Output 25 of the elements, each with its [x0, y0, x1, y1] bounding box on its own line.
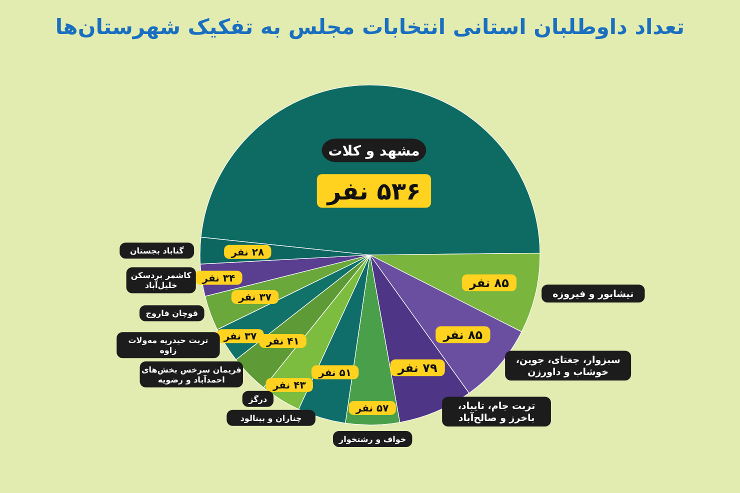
slice-label: سبزوار، جغتای، جوین، خوشاب و داورزن [516, 355, 620, 378]
slice-label: چناران و بینالود [240, 414, 302, 423]
chart-title: تعداد داوطلبان استانی انتخابات مجلس به تفکیک شهرستان‌ها [55, 15, 685, 40]
slice-label: کاشمر بردسکن خلیل‌آباد [130, 271, 192, 290]
data-label: ۸۵ نفر [442, 328, 483, 342]
slice-label: مشهد و کلات [328, 143, 420, 160]
data-label: ۵۱ نفر [318, 368, 352, 379]
data-label: ۲۸ نفر [230, 247, 264, 258]
data-label: ۴۳ نفر [272, 380, 306, 392]
slice-label: فریمان سرخس بخش‌های احمدآباد و رضویه [141, 365, 242, 384]
data-label: ۸۵ نفر [468, 276, 509, 290]
slice-label: گناباد بجستان [130, 246, 184, 256]
data-label: ۷۹ نفر [396, 361, 438, 376]
slice-label: تربت حیدریه مه‌ولات زاوه [128, 336, 208, 355]
data-label: ۵۳۶ نفر [326, 178, 421, 206]
slice-label: قوچان فاروج [146, 309, 198, 318]
data-label: ۳۷ نفر [222, 332, 257, 343]
slice-label: نیشابور و فیروزه [552, 288, 634, 300]
data-label: ۵۷ نفر [354, 404, 389, 415]
slice-label: درگز [248, 394, 268, 404]
slice-label: تربت جام، تایباد، باخرز و صالح‌آباد [458, 401, 536, 424]
data-label: ۴۱ نفر [265, 336, 300, 348]
data-label: ۳۴ نفر [201, 273, 236, 284]
slice-label: خواف و رشتخوار [338, 434, 406, 444]
data-label: ۳۷ نفر [238, 292, 272, 304]
